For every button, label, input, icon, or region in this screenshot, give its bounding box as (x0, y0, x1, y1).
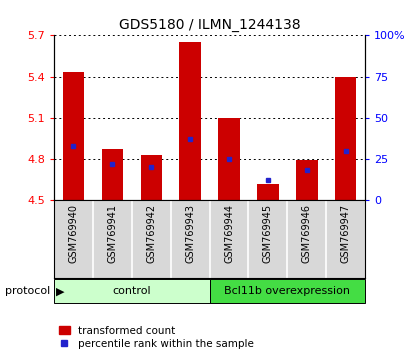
Bar (141, 155, 162, 200)
Text: GSM769946: GSM769946 (302, 204, 312, 263)
Bar (296, 160, 317, 200)
Bar (257, 183, 278, 200)
Legend: transformed count, percentile rank within the sample: transformed count, percentile rank withi… (59, 326, 254, 349)
Text: Bcl11b overexpression: Bcl11b overexpression (225, 286, 350, 296)
Title: GDS5180 / ILMN_1244138: GDS5180 / ILMN_1244138 (119, 18, 300, 32)
Bar (63, 73, 84, 200)
Text: GSM769943: GSM769943 (185, 204, 195, 263)
Bar (54, 279, 210, 303)
Bar (102, 149, 123, 200)
Text: GSM769942: GSM769942 (146, 204, 156, 263)
Bar (335, 76, 356, 200)
Text: GSM769947: GSM769947 (341, 204, 351, 263)
Text: ▶: ▶ (56, 286, 64, 296)
Bar (179, 42, 201, 200)
Text: control: control (112, 286, 151, 296)
Bar (218, 118, 240, 200)
Text: GSM769945: GSM769945 (263, 204, 273, 263)
Bar (210, 279, 365, 303)
Text: protocol: protocol (5, 286, 50, 296)
Text: GSM769940: GSM769940 (68, 204, 78, 263)
Text: GSM769944: GSM769944 (224, 204, 234, 263)
Text: GSM769941: GSM769941 (107, 204, 117, 263)
